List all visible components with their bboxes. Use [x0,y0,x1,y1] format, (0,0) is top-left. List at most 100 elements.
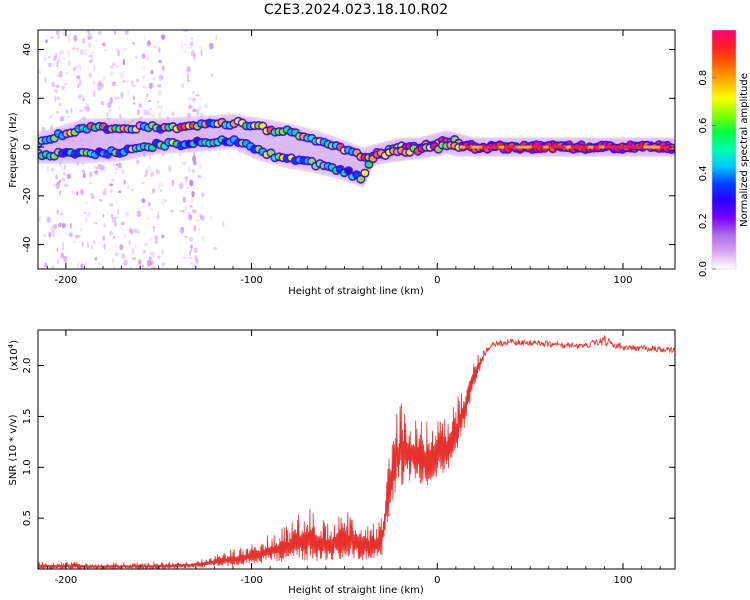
heatmap-noise-cell [88,73,93,78]
heatmap-noise-cell [61,166,65,171]
heatmap-noise-cell [134,117,137,121]
heatmap-noise-cell [120,91,124,99]
heatmap-noise-cell [68,60,71,67]
heatmap-noise-cell [55,110,60,114]
heatmap-noise-cell [147,111,152,116]
heatmap-noise-cell [82,172,86,179]
heatmap-noise-cell [110,135,115,140]
heatmap-noise-cell [115,163,119,166]
spectrogram-x-axis-label: Height of straight line (km) [288,286,424,297]
heatmap-noise-cell [80,48,84,56]
heatmap-noise-cell [179,210,184,212]
heatmap-noise-cell [103,243,106,250]
heatmap-core-cell [576,145,583,149]
heatmap-core-cell [526,145,533,149]
heatmap-noise-cell [157,89,162,97]
heatmap-noise-cell [80,263,84,269]
heatmap-noise-cell [134,243,137,249]
x-tick-label: -100 [240,275,263,286]
heatmap-noise-cell [102,41,106,47]
heatmap-noise-cell [136,233,139,237]
x-tick-label: 100 [613,275,632,286]
heatmap-noise-cell [198,213,203,218]
heatmap-noise-cell [114,221,117,227]
heatmap-noise-cell [39,130,42,135]
heatmap-noise-cell [118,190,122,194]
heatmap-noise-cell [93,240,96,245]
heatmap-noise-cell [198,44,203,50]
heatmap-noise-cell [104,133,106,136]
heatmap-core-cell [637,145,644,149]
heatmap-noise-cell [85,216,88,223]
heatmap-noise-cell [198,104,203,112]
heatmap-noise-cell [112,258,115,264]
spectrogram-y-ticks: -40 -20 0 20 40 [22,43,675,253]
heatmap-noise-cell [127,184,130,190]
heatmap-noise-cell [38,68,42,72]
heatmap-noise-cell [66,72,68,75]
heatmap-noise-cell [213,247,218,250]
heatmap-noise-cell [76,75,81,80]
heatmap-noise-cell [171,111,175,116]
heatmap-noise-cell [109,71,115,77]
heatmap-noise-cell [84,261,87,266]
heatmap-noise-cell [161,198,167,205]
heatmap-noise-cell [97,31,102,36]
heatmap-noise-cell [197,175,202,178]
heatmap-noise-cell [192,209,197,214]
heatmap-noise-cell [125,80,130,83]
heatmap-noise-cell [114,166,120,171]
heatmap-noise-cell [142,249,146,254]
heatmap-noise-cell [102,214,105,218]
heatmap-noise-cell [158,182,160,189]
heatmap-noise-cell [148,100,151,103]
heatmap-noise-cell [192,108,196,112]
heatmap-noise-cell [56,209,60,215]
heatmap-noise-cell [155,134,159,139]
heatmap-noise-cell [87,243,89,249]
heatmap-noise-cell [128,140,131,143]
heatmap-noise-cell [215,34,218,41]
heatmap-noise-cell [81,37,86,44]
heatmap-noise-cell [55,174,58,180]
heatmap-noise-cell [88,59,93,63]
heatmap-noise-cell [184,235,188,239]
heatmap-noise-cell [129,80,135,84]
colorbar-gradient [712,30,736,269]
heatmap-noise-cell [54,88,58,94]
heatmap-noise-cell [186,79,190,82]
heatmap-noise-cell [123,179,126,185]
heatmap-core-cell [593,145,600,149]
heatmap-noise-cell [73,240,76,244]
svg-text:(x104): (x104) [7,340,20,371]
heatmap-noise-cell [198,98,203,101]
heatmap-noise-cell [149,207,154,212]
heatmap-noise-cell [107,102,112,109]
heatmap-noise-cell [158,74,163,82]
heatmap-noise-cell [48,232,52,238]
heatmap-noise-cell [66,173,72,179]
heatmap-noise-cell [48,115,53,119]
heatmap-noise-cell [136,229,141,234]
heatmap-noise-cell [84,106,86,110]
heatmap-noise-cell [96,166,98,170]
heatmap-noise-cell [108,203,114,207]
heatmap-noise-cell [80,189,85,196]
heatmap-noise-cell [61,32,66,36]
y-tick-label: -20 [22,188,33,204]
heatmap-noise-cell [178,151,182,157]
heatmap-noise-cell [52,230,55,238]
heatmap-noise-cell [193,224,197,232]
heatmap-noise-cell [94,170,98,175]
heatmap-noise-cell [184,176,188,180]
heatmap-noise-cell [190,245,193,252]
heatmap-noise-cell [155,237,158,242]
heatmap-noise-cell [189,250,191,256]
y-tick-label: 2.0 [22,358,33,374]
spectrogram-heat-layer [38,30,675,269]
heatmap-noise-cell [181,133,184,138]
heatmap-noise-cell [88,171,93,178]
heatmap-noise-cell [102,190,107,196]
heatmap-ridge-cell [345,167,352,174]
